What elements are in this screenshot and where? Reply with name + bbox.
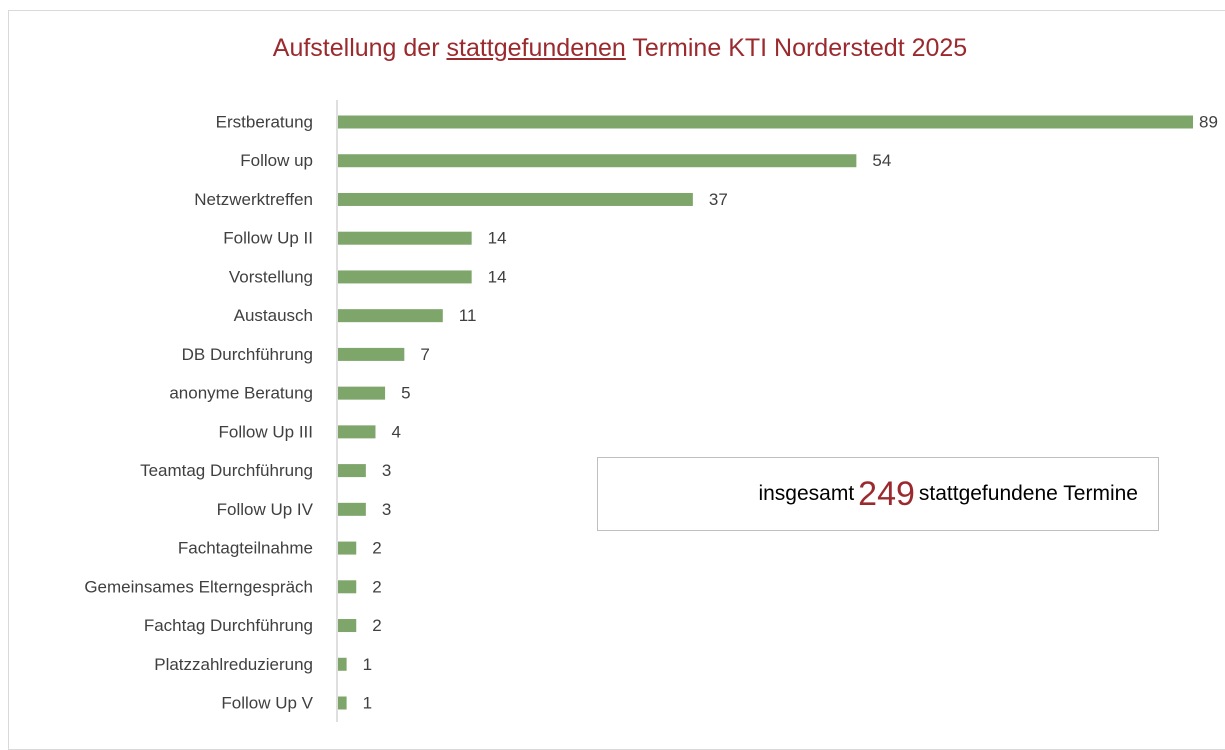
bar <box>338 580 357 594</box>
y-tick-label: Fachtagteilnahme <box>178 539 313 558</box>
y-tick-label: Austausch <box>234 306 313 325</box>
data-label: 2 <box>372 577 381 596</box>
bar <box>338 115 1193 129</box>
bar <box>338 154 857 168</box>
data-label: 37 <box>709 190 728 209</box>
data-label: 5 <box>401 384 410 403</box>
bar <box>338 619 357 633</box>
y-tick-label: Fachtag Durchführung <box>144 616 313 635</box>
bar <box>338 270 472 284</box>
data-label: 7 <box>420 345 429 364</box>
bar <box>338 464 366 478</box>
bar <box>338 657 347 671</box>
y-tick-label: Follow Up IV <box>217 500 314 519</box>
annotation-box: insgesamt 249 stattgefundene Termine <box>597 457 1159 531</box>
bar <box>338 192 693 206</box>
data-label: 3 <box>382 500 391 519</box>
data-label: 4 <box>391 422 400 441</box>
y-tick-label: DB Durchführung <box>182 345 313 364</box>
bar <box>338 386 386 400</box>
chart-title: Aufstellung der stattgefundenen Termine … <box>0 34 1225 63</box>
data-label: 2 <box>372 616 381 635</box>
data-label: 3 <box>382 461 391 480</box>
y-tick-label: Follow Up V <box>221 693 313 712</box>
y-tick-label: Erstberatung <box>216 112 313 131</box>
title-part: Termine KTI Norderstedt 2025 <box>632 34 968 62</box>
data-label: 89 <box>1199 112 1218 131</box>
y-tick-label: Platzzahlreduzierung <box>154 655 313 674</box>
data-label: 1 <box>363 693 372 712</box>
y-tick-label: Gemeinsames Elterngespräch <box>84 577 313 596</box>
bar <box>338 502 366 516</box>
bar <box>338 541 357 555</box>
y-tick-label: Follow Up II <box>223 229 313 248</box>
annotation-value: 249 <box>858 474 915 513</box>
bar <box>338 696 347 710</box>
data-label: 11 <box>459 306 477 325</box>
data-label: 54 <box>872 151 891 170</box>
bar <box>338 425 376 439</box>
annotation-text: stattgefundene Termine <box>918 482 1138 505</box>
data-label: 14 <box>488 229 507 248</box>
bar <box>338 347 405 361</box>
data-label: 14 <box>488 267 507 286</box>
y-tick-label: Follow up <box>240 151 313 170</box>
bar <box>338 309 443 323</box>
data-label: 2 <box>372 539 381 558</box>
y-tick-label: Vorstellung <box>229 267 313 286</box>
bar <box>338 231 472 245</box>
title-part: stattgefundenen <box>446 34 626 62</box>
y-tick-label: Follow Up III <box>219 422 313 441</box>
y-tick-label: anonyme Beratung <box>169 384 313 403</box>
title-part: Aufstellung der <box>272 34 440 62</box>
y-tick-label: Netzwerktreffen <box>194 190 313 209</box>
annotation-text: insgesamt <box>758 482 855 505</box>
y-tick-label: Teamtag Durchführung <box>140 461 313 480</box>
data-label: 1 <box>363 655 372 674</box>
